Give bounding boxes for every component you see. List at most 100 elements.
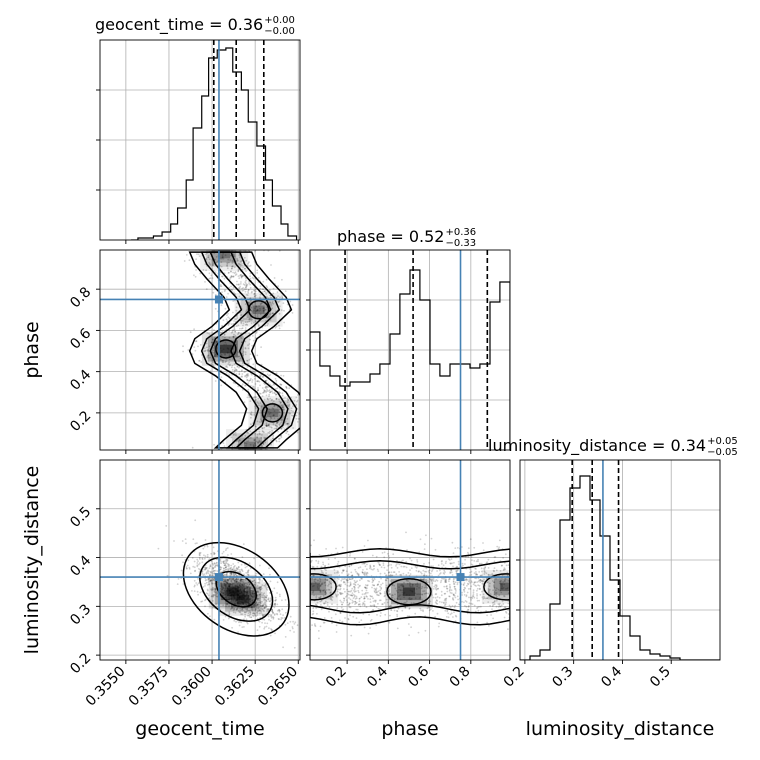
density-phase-luminosity-distance-sample-point [453, 585, 456, 588]
density-geocent-time-luminosity-distance-sample-point [201, 572, 204, 575]
density-geocent-time-phase-sample-point [261, 427, 264, 430]
density-geocent-time-phase-sample-point [215, 353, 218, 356]
density-geocent-time-phase-sample-point [230, 265, 233, 268]
density-phase-luminosity-distance-sample-point [452, 581, 455, 583]
density-phase-luminosity-distance-sample-point [450, 571, 453, 574]
density-phase-luminosity-distance-sample-point [495, 589, 497, 592]
density-geocent-time-phase-sample-point [237, 385, 240, 388]
density-geocent-time-luminosity-distance-sample-point [262, 593, 265, 596]
density-phase-luminosity-distance-sample-point [408, 594, 411, 596]
density-phase-luminosity-distance-sample-point [337, 570, 339, 573]
density-geocent-time-phase-sample-point [262, 307, 265, 310]
density-geocent-time-phase-sample-point [220, 384, 223, 387]
density-geocent-time-luminosity-distance-sample-point [230, 574, 233, 576]
density-geocent-time-luminosity-distance-sample-point [252, 592, 255, 595]
density-geocent-time-luminosity-distance-sample-point [237, 594, 240, 596]
density-geocent-time-phase-sample-point [292, 427, 294, 429]
density-geocent-time-luminosity-distance-sample-point [214, 587, 217, 590]
density-geocent-time-phase-sample-point [230, 436, 233, 439]
density-geocent-time-phase-sample-point [214, 294, 217, 296]
density-phase-luminosity-distance-sample-point [369, 595, 372, 597]
density-geocent-time-phase-sample-point [242, 383, 244, 386]
density-phase-luminosity-distance-sample-point [441, 560, 443, 562]
density-geocent-time-phase-sample-point [260, 410, 263, 412]
density-geocent-time-phase-sample-point [286, 430, 289, 433]
density-geocent-time-phase-sample-point [270, 443, 272, 446]
density-phase-luminosity-distance-sample-point [471, 603, 474, 605]
density-geocent-time-luminosity-distance-sample-point [229, 595, 231, 598]
density-geocent-time-luminosity-distance-sample-point [241, 613, 244, 616]
density-geocent-time-luminosity-distance-sample-point [259, 597, 261, 600]
density-geocent-time-luminosity-distance-sample-point [236, 570, 239, 573]
density-phase-luminosity-distance-sample-point [372, 609, 375, 611]
density-phase-luminosity-distance-sample-point [428, 602, 431, 605]
density-geocent-time-phase-sample-point [185, 254, 188, 256]
density-geocent-time-phase-sample-point [265, 306, 268, 308]
density-phase-luminosity-distance-sample-point [390, 595, 392, 597]
density-geocent-time-luminosity-distance-sample-point [239, 595, 241, 598]
density-phase-luminosity-distance-sample-point [448, 604, 451, 607]
density-phase-luminosity-distance-sample-point [378, 563, 381, 566]
density-geocent-time-luminosity-distance-sample-point [229, 591, 232, 594]
density-geocent-time-phase-sample-point [240, 321, 243, 323]
density-geocent-time-phase-sample-point [254, 444, 257, 447]
density-geocent-time-phase-sample-point [237, 355, 240, 358]
density-geocent-time-luminosity-distance-sample-point [262, 604, 264, 607]
density-phase-luminosity-distance-sample-point [452, 580, 455, 583]
density-phase-luminosity-distance-sample-point [312, 612, 315, 615]
density-phase-luminosity-distance-sample-point [312, 590, 315, 593]
density-geocent-time-luminosity-distance-sample-point [254, 608, 257, 611]
density-phase-luminosity-distance-sample-point [440, 560, 443, 563]
density-geocent-time-phase-sample-point [263, 411, 265, 413]
density-geocent-time-luminosity-distance-sample-point [251, 592, 254, 595]
density-phase-luminosity-distance-sample-point [396, 567, 399, 569]
density-phase-luminosity-distance-sample-point [416, 582, 419, 585]
density-phase-luminosity-distance-sample-point [481, 580, 484, 583]
density-geocent-time-luminosity-distance-sample-point [239, 581, 242, 584]
density-geocent-time-luminosity-distance-sample-point [247, 595, 250, 597]
density-geocent-time-phase-sample-point [275, 397, 278, 400]
density-phase-luminosity-distance-sample-point [363, 597, 366, 600]
density-phase-luminosity-distance-sample-point [345, 599, 348, 602]
density-geocent-time-luminosity-distance-sample-point [261, 608, 264, 610]
density-phase-luminosity-distance-sample-point [346, 574, 349, 577]
density-geocent-time-luminosity-distance-sample-point [244, 613, 247, 616]
density-phase-luminosity-distance-sample-point [503, 595, 505, 597]
density-geocent-time-luminosity-distance-sample-point [222, 580, 225, 582]
density-geocent-time-luminosity-distance-sample-point [199, 591, 202, 594]
density-phase-luminosity-distance-sample-point [391, 583, 394, 586]
density-phase-luminosity-distance-sample-point [451, 605, 454, 607]
density-geocent-time-phase-sample-point [263, 391, 265, 394]
xtick-label-geocent-time: 0.3575 [126, 664, 172, 710]
density-geocent-time-luminosity-distance-sample-point [233, 569, 235, 572]
density-geocent-time-luminosity-distance-sample-point [247, 569, 250, 571]
density-geocent-time-luminosity-distance-sample-point [247, 571, 250, 573]
xtick-label-phase: 0.2 [323, 664, 350, 691]
density-phase-luminosity-distance-sample-point [363, 595, 366, 598]
density-geocent-time-phase-sample-point [291, 312, 294, 314]
density-geocent-time-luminosity-distance-sample-point [294, 621, 297, 624]
density-phase-luminosity-distance-sample-point [401, 609, 404, 612]
density-geocent-time-luminosity-distance-sample-point [238, 597, 241, 599]
density-geocent-time-luminosity-distance-sample-point [237, 586, 240, 588]
density-geocent-time-luminosity-distance-sample-point [229, 583, 232, 586]
density-phase-luminosity-distance-sample-point [315, 604, 318, 607]
density-geocent-time-phase-sample-point [245, 283, 248, 286]
ytick-label-phase: 0.6 [67, 325, 94, 352]
density-phase-luminosity-distance-sample-point [366, 571, 368, 574]
density-geocent-time-luminosity-distance-sample-point [272, 616, 274, 618]
density-phase-luminosity-distance-sample-point [488, 585, 491, 587]
density-phase-luminosity-distance-sample-point [464, 605, 466, 607]
density-phase-luminosity-distance-sample-point [368, 580, 371, 583]
density-phase-luminosity-distance-sample-point [319, 600, 322, 603]
density-geocent-time-phase-sample-point [224, 307, 227, 310]
density-geocent-time-luminosity-distance-sample-point [256, 593, 259, 596]
density-phase-luminosity-distance-sample-point [339, 588, 341, 591]
density-phase-luminosity-distance-sample-point [462, 564, 464, 567]
density-phase-luminosity-distance-sample-point [371, 554, 374, 557]
density-phase-luminosity-distance-sample-point [457, 560, 460, 563]
density-geocent-time-luminosity-distance-sample-point [250, 589, 252, 592]
density-geocent-time-luminosity-distance-sample-point [254, 603, 257, 605]
density-geocent-time-phase-sample-point [266, 425, 268, 427]
density-phase-luminosity-distance-sample-point [507, 564, 510, 566]
